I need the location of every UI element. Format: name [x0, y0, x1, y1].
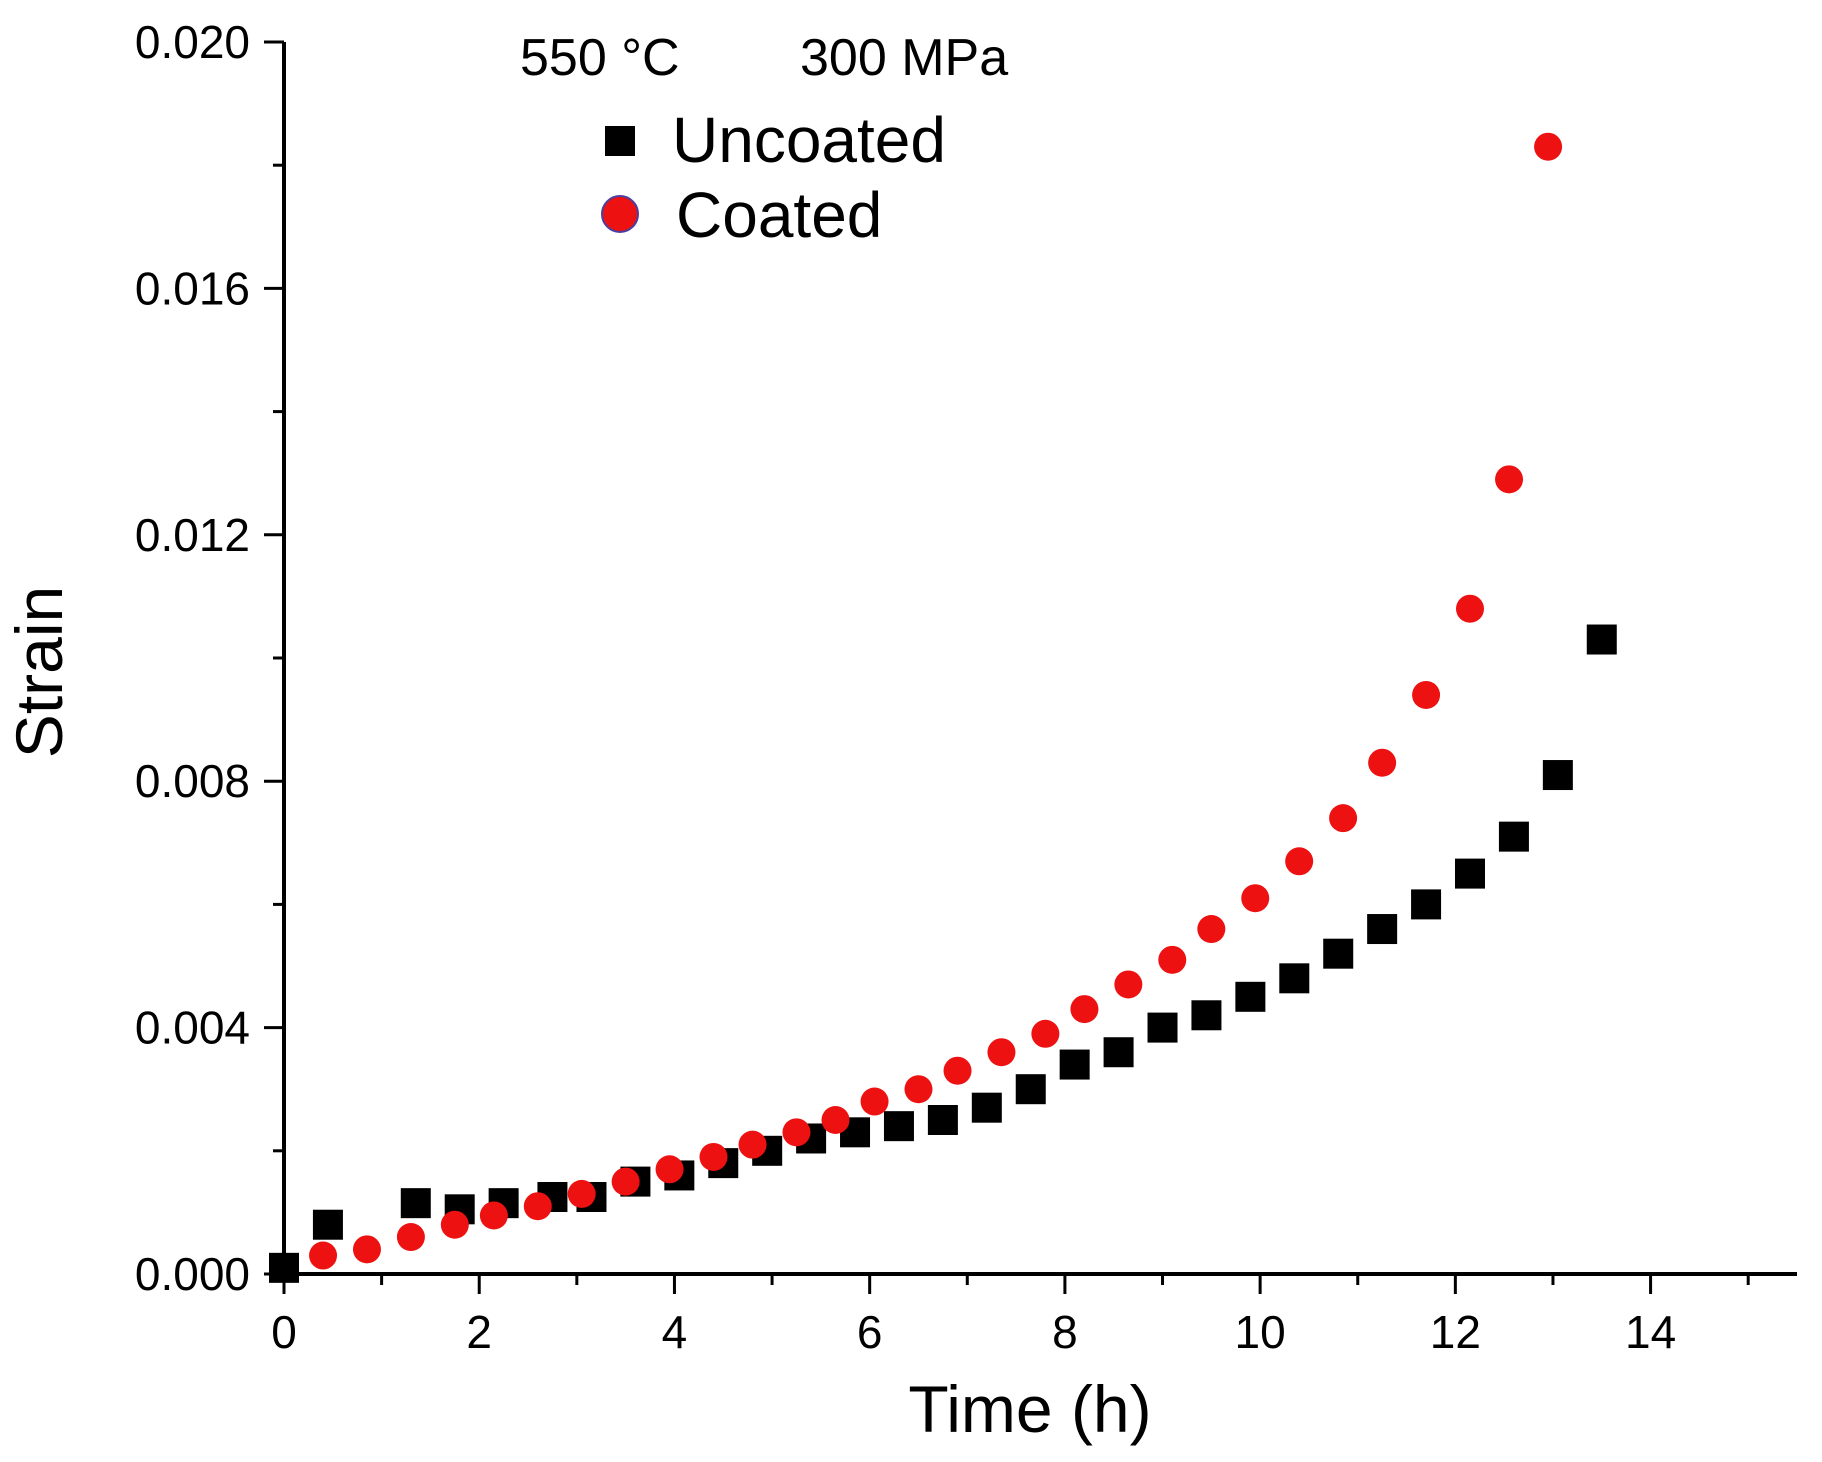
- y-tick-label: 0.008: [135, 755, 250, 807]
- uncoated-point: [1323, 938, 1354, 969]
- x-tick-label: 10: [1235, 1306, 1286, 1358]
- coated-point: [655, 1155, 684, 1184]
- coated-point: [567, 1179, 596, 1208]
- coated-point: [821, 1106, 850, 1134]
- uncoated-point: [1498, 821, 1529, 852]
- coated-point: [1197, 915, 1226, 944]
- legend-label-uncoated: Uncoated: [672, 104, 946, 176]
- x-axis-title: Time (h): [908, 1372, 1151, 1446]
- uncoated-point: [1279, 963, 1310, 994]
- y-tick-label: 0.000: [135, 1248, 250, 1300]
- coated-point: [987, 1038, 1016, 1067]
- y-axis-title: Strain: [2, 586, 76, 758]
- coated-point: [611, 1167, 640, 1196]
- x-tick-label: 0: [271, 1306, 297, 1358]
- coated-point: [1534, 132, 1563, 161]
- y-tick-label: 0.012: [135, 509, 250, 561]
- coated-point: [523, 1192, 552, 1221]
- coated-point: [479, 1201, 508, 1230]
- coated-point: [1455, 594, 1484, 623]
- coated-point: [1368, 748, 1397, 777]
- y-tick-label: 0.004: [135, 1002, 250, 1054]
- axes: 0 2 4 6 8 10 12 14 0.000 0.004 0.008 0.012 0.016 0.02…: [135, 16, 1797, 1358]
- x-tick-label: 12: [1430, 1306, 1481, 1358]
- coated-point: [738, 1130, 767, 1159]
- coated-point: [396, 1223, 425, 1252]
- x-tick-label: 14: [1625, 1306, 1676, 1358]
- uncoated-point: [1411, 889, 1442, 920]
- coated-point: [1114, 970, 1143, 999]
- x-tick-label: 4: [662, 1306, 688, 1358]
- coated-point: [1285, 847, 1314, 876]
- uncoated-point: [400, 1188, 431, 1219]
- legend-label-coated: Coated: [676, 179, 882, 251]
- annotation-temperature: 550 °C: [520, 29, 680, 87]
- uncoated-point: [1015, 1074, 1046, 1105]
- coated-point: [699, 1142, 728, 1171]
- y-tick-label: 0.016: [135, 262, 250, 314]
- data-marks: [269, 132, 1617, 1283]
- uncoated-point: [1454, 858, 1485, 889]
- coated-point: [782, 1118, 811, 1147]
- coated-point: [1412, 680, 1441, 709]
- uncoated-point: [883, 1111, 914, 1142]
- uncoated-point: [971, 1092, 1002, 1123]
- legend-marker-uncoated: [605, 126, 635, 156]
- uncoated-point: [312, 1209, 343, 1240]
- uncoated-point: [1147, 1012, 1178, 1043]
- uncoated-point: [1103, 1037, 1134, 1068]
- uncoated-point: [1059, 1049, 1090, 1080]
- annotation-stress: 300 MPa: [800, 29, 1008, 87]
- x-tick-label: 2: [466, 1306, 492, 1358]
- coated-point: [1070, 995, 1099, 1024]
- coated-point: [352, 1235, 381, 1264]
- coated-point: [1158, 945, 1187, 974]
- coated-point: [904, 1075, 933, 1104]
- uncoated-point: [927, 1105, 958, 1135]
- uncoated-point: [1235, 981, 1266, 1012]
- x-tick-label: 8: [1052, 1306, 1078, 1358]
- legend-marker-coated: [601, 195, 639, 233]
- uncoated-point: [1586, 624, 1617, 655]
- uncoated-point: [269, 1252, 299, 1283]
- coated-point: [1241, 884, 1270, 913]
- uncoated-point: [1191, 1000, 1222, 1031]
- legend: Uncoated Coated: [601, 104, 946, 251]
- y-tick-label: 0.020: [135, 16, 250, 68]
- coated-point: [1329, 804, 1358, 833]
- coated-point: [943, 1056, 972, 1085]
- coated-point: [1495, 465, 1524, 494]
- x-tick-label: 6: [857, 1306, 883, 1358]
- coated-point: [309, 1241, 338, 1270]
- coated-point: [860, 1087, 889, 1116]
- uncoated-point: [1542, 760, 1573, 791]
- uncoated-point: [1367, 914, 1398, 945]
- coated-point: [1031, 1019, 1060, 1048]
- coated-point: [440, 1210, 469, 1239]
